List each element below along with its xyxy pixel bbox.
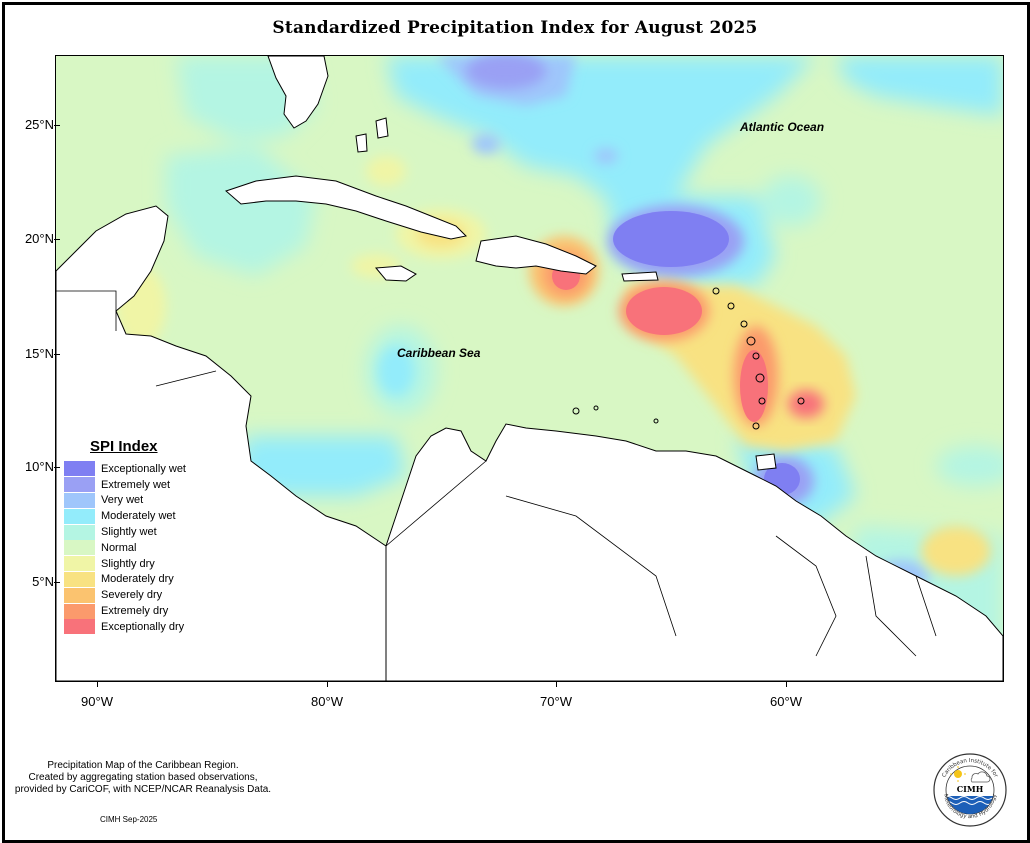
- map-title: Standardized Precipitation Index for Aug…: [272, 18, 758, 38]
- legend-swatch: [64, 603, 95, 619]
- legend-label: Severely dry: [101, 589, 163, 602]
- atlantic-ocean-label: Atlantic Ocean: [740, 120, 825, 134]
- legend-swatch: [64, 540, 95, 556]
- legend-item: Exceptionally wet: [64, 461, 186, 477]
- x-tick-mark: [327, 681, 328, 687]
- y-tick-5n: 5°N: [18, 574, 60, 589]
- legend-swatch: [64, 508, 95, 524]
- legend-item: Moderately wet: [64, 508, 186, 524]
- x-tick-60w: 60°W: [770, 694, 802, 709]
- legend-swatch: [64, 477, 95, 493]
- legend-swatch: [64, 587, 95, 603]
- exceptionally-wet-layer: [466, 56, 814, 506]
- footnote-line-1: Precipitation Map of the Caribbean Regio…: [47, 760, 239, 771]
- legend-label: Extremely dry: [101, 605, 169, 618]
- legend-title: SPI Index: [90, 438, 158, 455]
- legend-label: Normal: [101, 541, 137, 554]
- x-tick-90w: 90°W: [81, 694, 113, 709]
- footnote: Precipitation Map of the Caribbean Regio…: [8, 760, 278, 796]
- legend-label: Moderately dry: [101, 573, 174, 586]
- y-tick-25n: 25°N: [18, 117, 60, 132]
- x-tick-70w: 70°W: [540, 694, 572, 709]
- footnote-line-2: Created by aggregating station based obs…: [28, 772, 258, 783]
- x-tick-80w: 80°W: [311, 694, 343, 709]
- borders: [56, 290, 937, 657]
- legend-item: Severely dry: [64, 587, 186, 603]
- legend-swatch: [64, 556, 95, 572]
- cimh-logo: CIMH Caribbean Institute for Meteorology…: [932, 752, 1008, 828]
- legend-label: Slightly dry: [101, 557, 155, 570]
- spi-map: [55, 55, 1004, 682]
- legend-label: Slightly wet: [101, 526, 157, 539]
- legend-rows: Exceptionally wet Extremely wet Very wet Mo…: [64, 461, 186, 635]
- legend-swatch: [64, 461, 95, 477]
- legend-swatch: [64, 492, 95, 508]
- legend-label: Very wet: [101, 494, 144, 507]
- land-masses: [56, 56, 1003, 681]
- caribbean-sea-label: Caribbean Sea: [397, 346, 481, 360]
- lesser-antilles: [572, 287, 805, 430]
- legend-swatch: [64, 571, 95, 587]
- footnote-date: CIMH Sep-2025: [100, 815, 158, 824]
- x-tick-mark: [97, 681, 98, 687]
- legend-label: Exceptionally dry: [101, 620, 185, 633]
- y-tick-10n: 10°N: [18, 459, 60, 474]
- legend-item: Very wet: [64, 492, 186, 509]
- legend-item: Extremely wet: [64, 477, 186, 493]
- y-tick-15n: 15°N: [18, 346, 60, 361]
- legend-label: Extremely wet: [101, 478, 171, 491]
- exceptionally-dry-layer: [544, 252, 824, 426]
- legend-item: Exceptionally dry: [64, 619, 186, 635]
- legend-label: Exceptionally wet: [101, 462, 186, 475]
- legend-item: Slightly dry: [64, 556, 186, 572]
- logo-center-text: CIMH: [957, 784, 984, 794]
- legend-swatch: [64, 524, 95, 540]
- legend-label: Moderately wet: [101, 510, 176, 523]
- x-tick-mark: [786, 681, 787, 687]
- x-tick-mark: [556, 681, 557, 687]
- spi-legend: SPI Index Exceptionally wet Extremely wet…: [64, 438, 186, 635]
- legend-swatch: [64, 619, 95, 635]
- legend-item: Extremely dry: [64, 603, 186, 619]
- y-tick-20n: 20°N: [18, 231, 60, 246]
- footnote-line-3: provided by CariCOF, with NCEP/NCAR Rean…: [14, 784, 272, 795]
- legend-item: Slightly wet: [64, 524, 186, 540]
- legend-item: Moderately dry: [64, 571, 186, 588]
- legend-item: Normal: [64, 540, 186, 556]
